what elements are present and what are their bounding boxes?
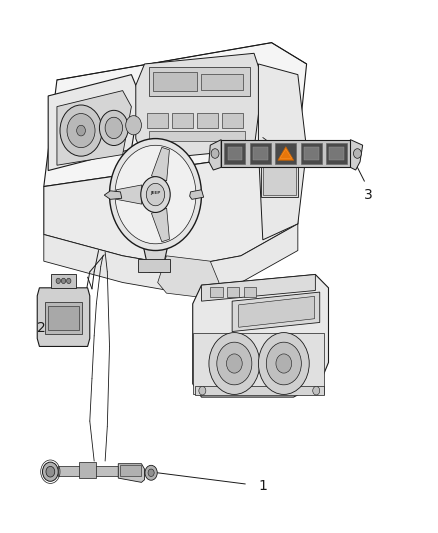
- Text: JEEP: JEEP: [150, 191, 161, 196]
- Bar: [275, 143, 296, 164]
- Bar: [326, 143, 347, 164]
- Bar: [45, 302, 82, 334]
- Circle shape: [353, 149, 361, 158]
- Bar: [172, 113, 193, 128]
- Polygon shape: [136, 53, 263, 160]
- Circle shape: [145, 465, 157, 480]
- Polygon shape: [190, 190, 204, 199]
- Bar: [195, 386, 324, 395]
- Circle shape: [77, 125, 85, 136]
- Bar: [253, 147, 268, 160]
- Circle shape: [226, 354, 242, 373]
- Polygon shape: [158, 256, 219, 298]
- Circle shape: [258, 333, 309, 394]
- Bar: [263, 156, 296, 195]
- Circle shape: [126, 116, 141, 135]
- Bar: [210, 287, 223, 297]
- Polygon shape: [104, 191, 122, 199]
- Polygon shape: [232, 292, 320, 332]
- Bar: [149, 67, 250, 96]
- Bar: [221, 140, 350, 167]
- Bar: [300, 143, 321, 164]
- Polygon shape: [58, 466, 118, 476]
- Polygon shape: [152, 147, 170, 181]
- Bar: [222, 113, 243, 128]
- Bar: [201, 74, 243, 90]
- Polygon shape: [280, 149, 292, 158]
- Bar: [138, 259, 170, 272]
- Polygon shape: [44, 149, 298, 266]
- Circle shape: [105, 117, 123, 139]
- Circle shape: [67, 278, 71, 284]
- Polygon shape: [239, 296, 314, 327]
- Polygon shape: [152, 208, 170, 242]
- Polygon shape: [193, 274, 328, 397]
- Circle shape: [276, 354, 292, 373]
- Circle shape: [217, 342, 252, 385]
- Circle shape: [56, 278, 60, 284]
- Polygon shape: [193, 333, 324, 394]
- Bar: [48, 306, 79, 330]
- Polygon shape: [278, 147, 294, 160]
- Circle shape: [42, 462, 58, 481]
- Bar: [224, 143, 245, 164]
- Bar: [197, 113, 218, 128]
- Circle shape: [266, 342, 301, 385]
- Bar: [228, 147, 242, 160]
- Polygon shape: [117, 185, 142, 204]
- Circle shape: [61, 278, 66, 284]
- Bar: [304, 147, 318, 160]
- Circle shape: [115, 146, 196, 244]
- Circle shape: [46, 466, 55, 477]
- Bar: [120, 465, 141, 476]
- Polygon shape: [258, 64, 307, 240]
- Text: 2: 2: [37, 321, 46, 335]
- Circle shape: [211, 149, 219, 158]
- Polygon shape: [48, 75, 140, 171]
- Bar: [153, 72, 197, 91]
- Polygon shape: [37, 288, 90, 346]
- Circle shape: [99, 110, 128, 146]
- Bar: [227, 287, 239, 297]
- Polygon shape: [44, 43, 307, 187]
- Polygon shape: [57, 91, 131, 165]
- Bar: [147, 113, 168, 128]
- Circle shape: [141, 176, 170, 213]
- Text: 1: 1: [258, 479, 267, 493]
- Bar: [149, 131, 245, 141]
- Bar: [79, 462, 96, 478]
- Bar: [329, 147, 344, 160]
- Polygon shape: [209, 140, 221, 170]
- Polygon shape: [144, 248, 167, 272]
- Circle shape: [110, 139, 201, 251]
- Circle shape: [313, 386, 320, 395]
- Polygon shape: [350, 140, 363, 170]
- Circle shape: [209, 333, 260, 394]
- Circle shape: [148, 469, 154, 477]
- Polygon shape: [44, 224, 298, 293]
- Polygon shape: [51, 274, 76, 288]
- Circle shape: [60, 105, 102, 156]
- Circle shape: [199, 386, 206, 395]
- Circle shape: [67, 114, 95, 148]
- Bar: [261, 152, 298, 197]
- Bar: [244, 287, 256, 297]
- Bar: [250, 143, 271, 164]
- Polygon shape: [118, 464, 145, 482]
- Circle shape: [146, 183, 165, 206]
- Text: 3: 3: [364, 188, 372, 201]
- Polygon shape: [201, 274, 315, 301]
